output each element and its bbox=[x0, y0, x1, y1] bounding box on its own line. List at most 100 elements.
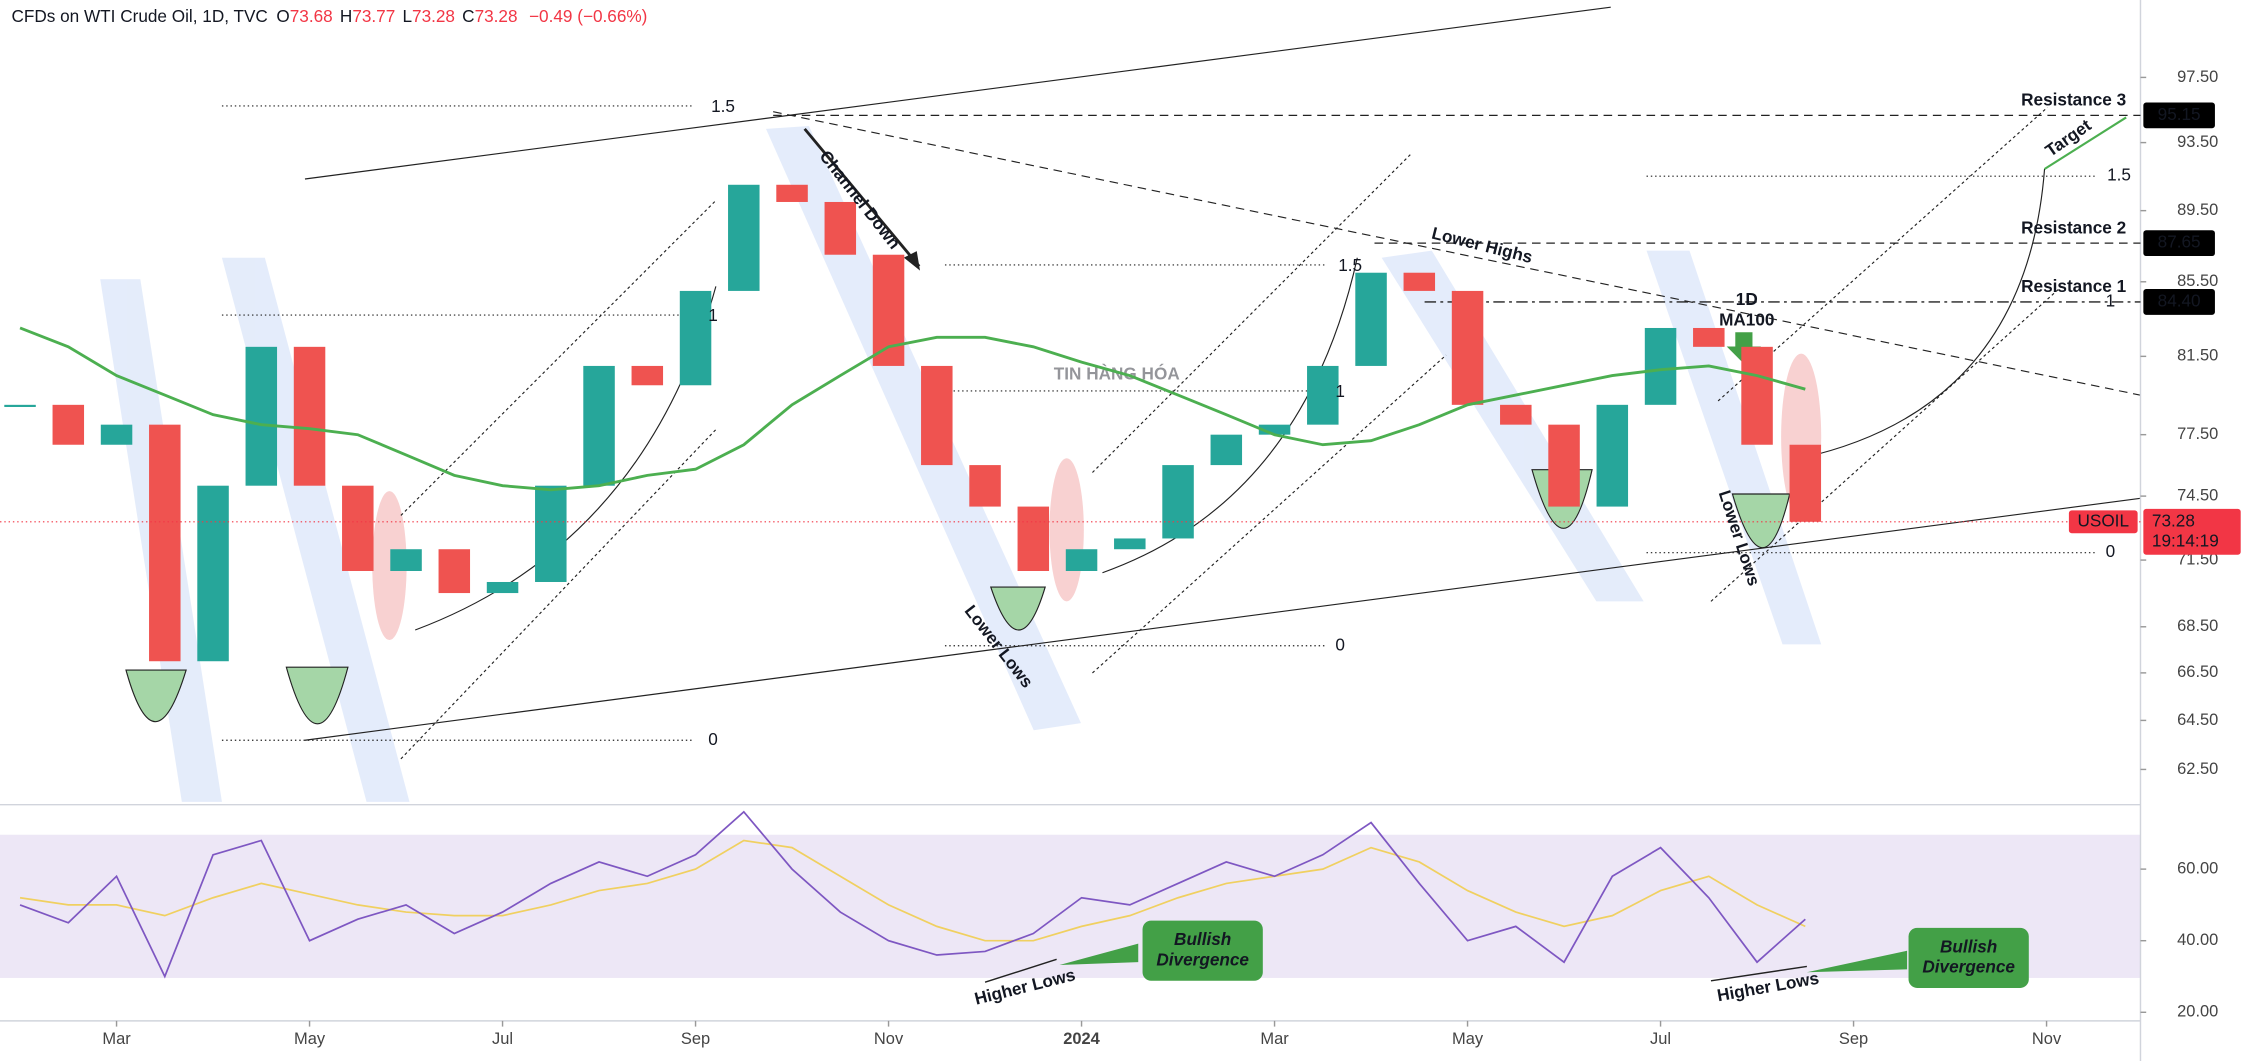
annotation: 0 bbox=[1335, 634, 1345, 654]
candle bbox=[631, 365, 664, 386]
callout-text: Bullish bbox=[1174, 929, 1231, 949]
low-arc bbox=[989, 586, 1046, 631]
ohlc-value: 73.77 bbox=[352, 6, 395, 26]
annotation: MA100 bbox=[1719, 309, 1774, 329]
y-tick-label: 74.50 bbox=[2177, 486, 2218, 504]
x-tick-label: May bbox=[1452, 1030, 1484, 1048]
resistance-value: 95.15 bbox=[2158, 104, 2201, 124]
ma-line bbox=[19, 326, 1806, 492]
highlight bbox=[1049, 458, 1084, 602]
candle bbox=[342, 485, 374, 571]
candle bbox=[438, 549, 471, 594]
candle bbox=[583, 365, 615, 486]
x-tick-label: Mar bbox=[1260, 1030, 1289, 1048]
highlight bbox=[372, 491, 407, 641]
x-tick-label: Jul bbox=[492, 1030, 513, 1048]
x-tick-label: Nov bbox=[874, 1030, 904, 1048]
ohlc-label: C bbox=[462, 6, 474, 26]
callout-pointer bbox=[1059, 943, 1139, 966]
resistance-name: Resistance 1 bbox=[2021, 276, 2126, 296]
candle bbox=[245, 346, 278, 486]
ohlc-label: O bbox=[276, 6, 289, 26]
divergence-line bbox=[1710, 965, 1807, 982]
change: −0.49 (−0.66%) bbox=[529, 6, 647, 26]
ohlc-value: 73.28 bbox=[475, 6, 518, 26]
target-line bbox=[2043, 116, 2127, 170]
fib-lines bbox=[221, 105, 2098, 741]
y-tick-label: 20.00 bbox=[2177, 1003, 2218, 1021]
candle bbox=[390, 549, 422, 571]
annotation: 1 bbox=[708, 305, 718, 325]
trendline bbox=[304, 6, 1611, 180]
candle bbox=[1065, 549, 1098, 571]
y-tick-label: 97.50 bbox=[2177, 68, 2218, 86]
callout-pointer bbox=[1806, 950, 1908, 973]
y-tick-label: 68.50 bbox=[2177, 617, 2218, 635]
x-tick-label: Mar bbox=[102, 1030, 131, 1048]
x-tick-label: Jul bbox=[1650, 1030, 1671, 1048]
arrow bbox=[803, 127, 921, 268]
candle bbox=[872, 254, 905, 366]
candle bbox=[1451, 290, 1484, 405]
candle bbox=[4, 404, 36, 407]
candle bbox=[1596, 404, 1629, 507]
price-tag bbox=[2143, 508, 2241, 555]
annotation: 1D bbox=[1736, 289, 1758, 309]
symbol-title: CFDs on WTI Crude Oil, 1D, TVC bbox=[11, 6, 267, 26]
trendlines bbox=[304, 6, 2141, 760]
callout-text: Divergence bbox=[1922, 956, 2015, 976]
callout-text: Bullish bbox=[1940, 936, 1997, 956]
y-tick-label: 66.50 bbox=[2177, 663, 2218, 681]
y-tick-label: 71.50 bbox=[2177, 550, 2218, 568]
callout-box bbox=[1908, 927, 2029, 988]
candle bbox=[1741, 346, 1773, 445]
resistance-tag bbox=[2143, 289, 2215, 315]
y-tick-label: 77.50 bbox=[2177, 425, 2218, 443]
candle bbox=[197, 485, 229, 662]
ohlc-label: H bbox=[340, 6, 352, 26]
y-tick-label: 64.50 bbox=[2177, 711, 2218, 729]
annotation: 1.5 bbox=[1338, 255, 1362, 275]
resistance-tag bbox=[2143, 230, 2215, 257]
x-tick-label: 2024 bbox=[1063, 1030, 1100, 1048]
ohlc: O73.68 H73.77 L73.28 C73.28 bbox=[276, 6, 517, 26]
x-tick-label: Sep bbox=[681, 1030, 710, 1048]
candle bbox=[1548, 424, 1580, 507]
y-tick-label: 81.50 bbox=[2177, 347, 2218, 365]
ohlc-value: 73.68 bbox=[290, 6, 333, 26]
y-tick-label: 60.00 bbox=[2177, 859, 2218, 877]
candle bbox=[1403, 272, 1436, 291]
price-value: 73.28 bbox=[2152, 510, 2195, 530]
candle bbox=[776, 184, 808, 202]
curve bbox=[1801, 168, 2046, 459]
rsi-line bbox=[19, 810, 1806, 979]
ohlc-value: 73.28 bbox=[412, 6, 455, 26]
y-tick-label: 93.50 bbox=[2177, 133, 2218, 151]
annotation: 1 bbox=[1335, 381, 1345, 401]
rsi-ma-line bbox=[19, 839, 1806, 942]
y-tick-label: 89.50 bbox=[2177, 201, 2218, 219]
candle bbox=[921, 365, 953, 466]
channel-line bbox=[1710, 285, 2063, 602]
candle bbox=[969, 465, 1001, 507]
candle bbox=[1355, 272, 1387, 366]
y-tick-label: 40.00 bbox=[2177, 931, 2218, 949]
trendline bbox=[304, 497, 2141, 741]
candle bbox=[149, 424, 181, 662]
candle bbox=[100, 424, 133, 445]
candle bbox=[1210, 434, 1243, 466]
channel-line bbox=[1092, 354, 1447, 674]
low-arc bbox=[125, 669, 187, 722]
x-tick-label: Sep bbox=[1839, 1030, 1868, 1048]
resistance-tag bbox=[2143, 102, 2215, 129]
symbol-name: USOIL bbox=[2077, 510, 2129, 530]
candle bbox=[52, 404, 85, 445]
channel-line bbox=[1717, 106, 2048, 402]
annotation: 1.5 bbox=[711, 96, 735, 116]
candle bbox=[1500, 404, 1532, 425]
annotation: 0 bbox=[2106, 541, 2116, 561]
header: CFDs on WTI Crude Oil, 1D, TVC O73.68 H73.… bbox=[11, 6, 647, 26]
